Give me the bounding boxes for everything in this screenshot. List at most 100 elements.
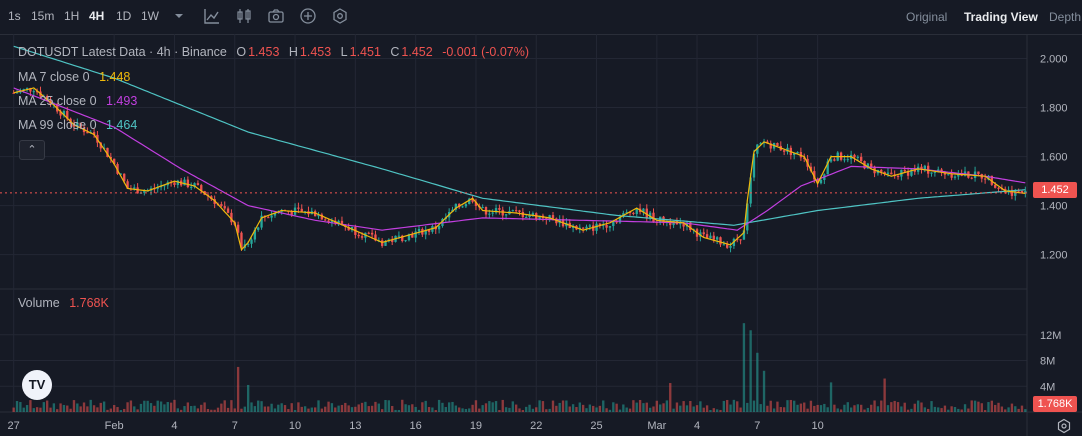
volume-bar xyxy=(605,408,608,412)
candle-body xyxy=(742,230,746,240)
volume-bar xyxy=(645,402,648,412)
candle-body xyxy=(642,208,645,213)
volume-bar xyxy=(337,405,340,412)
volume-bar xyxy=(119,410,123,412)
view-original[interactable]: Original xyxy=(906,10,948,24)
volume-bar xyxy=(642,403,645,412)
volume-bar xyxy=(635,402,638,412)
volume-bar xyxy=(461,408,464,412)
volume-bar xyxy=(940,408,943,412)
time-tick-label: Mar xyxy=(647,420,666,432)
price-chart[interactable]: 27 Feb 4 7 10 13 16 19 22 25 Mar 4 7 10 2.000 1.800 1.60… xyxy=(0,34,1082,436)
volume-bar xyxy=(749,330,752,412)
view-depth[interactable]: Depth xyxy=(1049,10,1082,24)
candle-body xyxy=(615,221,618,223)
volume-bar xyxy=(374,401,377,412)
candle-body xyxy=(327,220,330,223)
volume-bar xyxy=(46,400,49,412)
candle-body xyxy=(1020,190,1024,194)
volume-bar xyxy=(206,408,210,412)
candle-body xyxy=(273,212,277,216)
interval-1d[interactable]: 1D xyxy=(116,9,132,23)
candle-body xyxy=(112,158,116,165)
volume-bar xyxy=(320,408,324,412)
interval-1h[interactable]: 1H xyxy=(64,9,80,23)
dropdown-caret-icon[interactable] xyxy=(170,7,188,25)
volume-bar xyxy=(846,402,849,412)
candle-body xyxy=(890,172,893,175)
volume-bar xyxy=(695,405,699,412)
candle-body xyxy=(856,156,860,158)
interval-4h[interactable]: 4H xyxy=(89,9,105,23)
candle-body xyxy=(913,169,916,172)
ma7-label: MA 7 close 0 xyxy=(18,70,90,84)
volume-bar xyxy=(324,406,327,412)
volume-bar xyxy=(370,405,374,412)
candle-body xyxy=(193,183,196,187)
volume-bar xyxy=(662,403,665,412)
candle-body xyxy=(990,175,993,185)
volume-bar xyxy=(501,399,504,412)
interval-1s[interactable]: 1s xyxy=(8,9,21,23)
volume-bar xyxy=(76,403,79,412)
volume-bar xyxy=(129,400,133,412)
candle-body xyxy=(712,235,715,240)
volume-bar xyxy=(789,399,793,412)
volume-bar xyxy=(246,384,250,412)
candle-body xyxy=(384,241,387,246)
volume-bar xyxy=(464,408,468,412)
candle-body xyxy=(35,91,39,93)
volume-tick-label: 12M xyxy=(1040,330,1061,342)
candle-body xyxy=(380,240,384,246)
volume-bar xyxy=(776,401,779,412)
high-value: 1.453 xyxy=(299,45,332,59)
volume-bar xyxy=(287,409,290,412)
candle-body xyxy=(404,240,407,242)
add-icon[interactable] xyxy=(299,7,317,25)
volume-bar xyxy=(444,407,447,412)
volume-bar xyxy=(169,402,173,412)
settings-gear-icon[interactable] xyxy=(331,7,349,25)
volume-bar xyxy=(49,407,52,412)
time-tick-label: 27 xyxy=(8,420,20,432)
tradingview-logo[interactable]: TV xyxy=(22,370,52,400)
volume-bar xyxy=(62,404,66,412)
change-value: -0.001 (-0.07%) xyxy=(442,45,530,59)
collapse-legend-button[interactable]: ⌃ xyxy=(19,140,45,160)
candle-body xyxy=(76,122,79,127)
candle-body xyxy=(769,143,772,149)
camera-icon[interactable] xyxy=(267,7,285,25)
volume-bar xyxy=(270,403,273,412)
chart-settings-icon[interactable] xyxy=(1056,418,1072,434)
candle-type-icon[interactable] xyxy=(235,7,253,25)
volume-bar xyxy=(994,404,997,412)
view-trading-view[interactable]: Trading View xyxy=(964,10,1038,24)
volume-bar xyxy=(803,402,806,412)
candle-body xyxy=(950,174,953,178)
candle-body xyxy=(977,171,980,175)
candle-body xyxy=(25,88,29,90)
volume-bar xyxy=(575,407,578,412)
interval-1w[interactable]: 1W xyxy=(141,9,159,23)
candle-body xyxy=(749,177,752,204)
candle-body xyxy=(940,169,943,172)
candle-body xyxy=(270,215,273,218)
indicator-chart-icon[interactable] xyxy=(203,7,221,25)
volume-bar xyxy=(883,378,886,412)
candle-body xyxy=(317,214,320,217)
candle-body xyxy=(414,231,417,238)
volume-bar xyxy=(997,402,1000,412)
volume-bar xyxy=(367,406,370,412)
interval-15m[interactable]: 15m xyxy=(31,9,55,23)
candle-body xyxy=(32,91,35,93)
volume-value: 1.768K xyxy=(69,296,109,310)
volume-bar xyxy=(555,405,558,412)
volume-bar xyxy=(1014,406,1017,412)
volume-bar xyxy=(689,400,692,412)
candle-body xyxy=(471,198,474,202)
volume-bar xyxy=(183,406,186,412)
candle-body xyxy=(551,215,555,219)
volume-bar xyxy=(196,408,200,412)
volume-bar xyxy=(441,402,444,412)
volume-bar xyxy=(903,402,906,412)
